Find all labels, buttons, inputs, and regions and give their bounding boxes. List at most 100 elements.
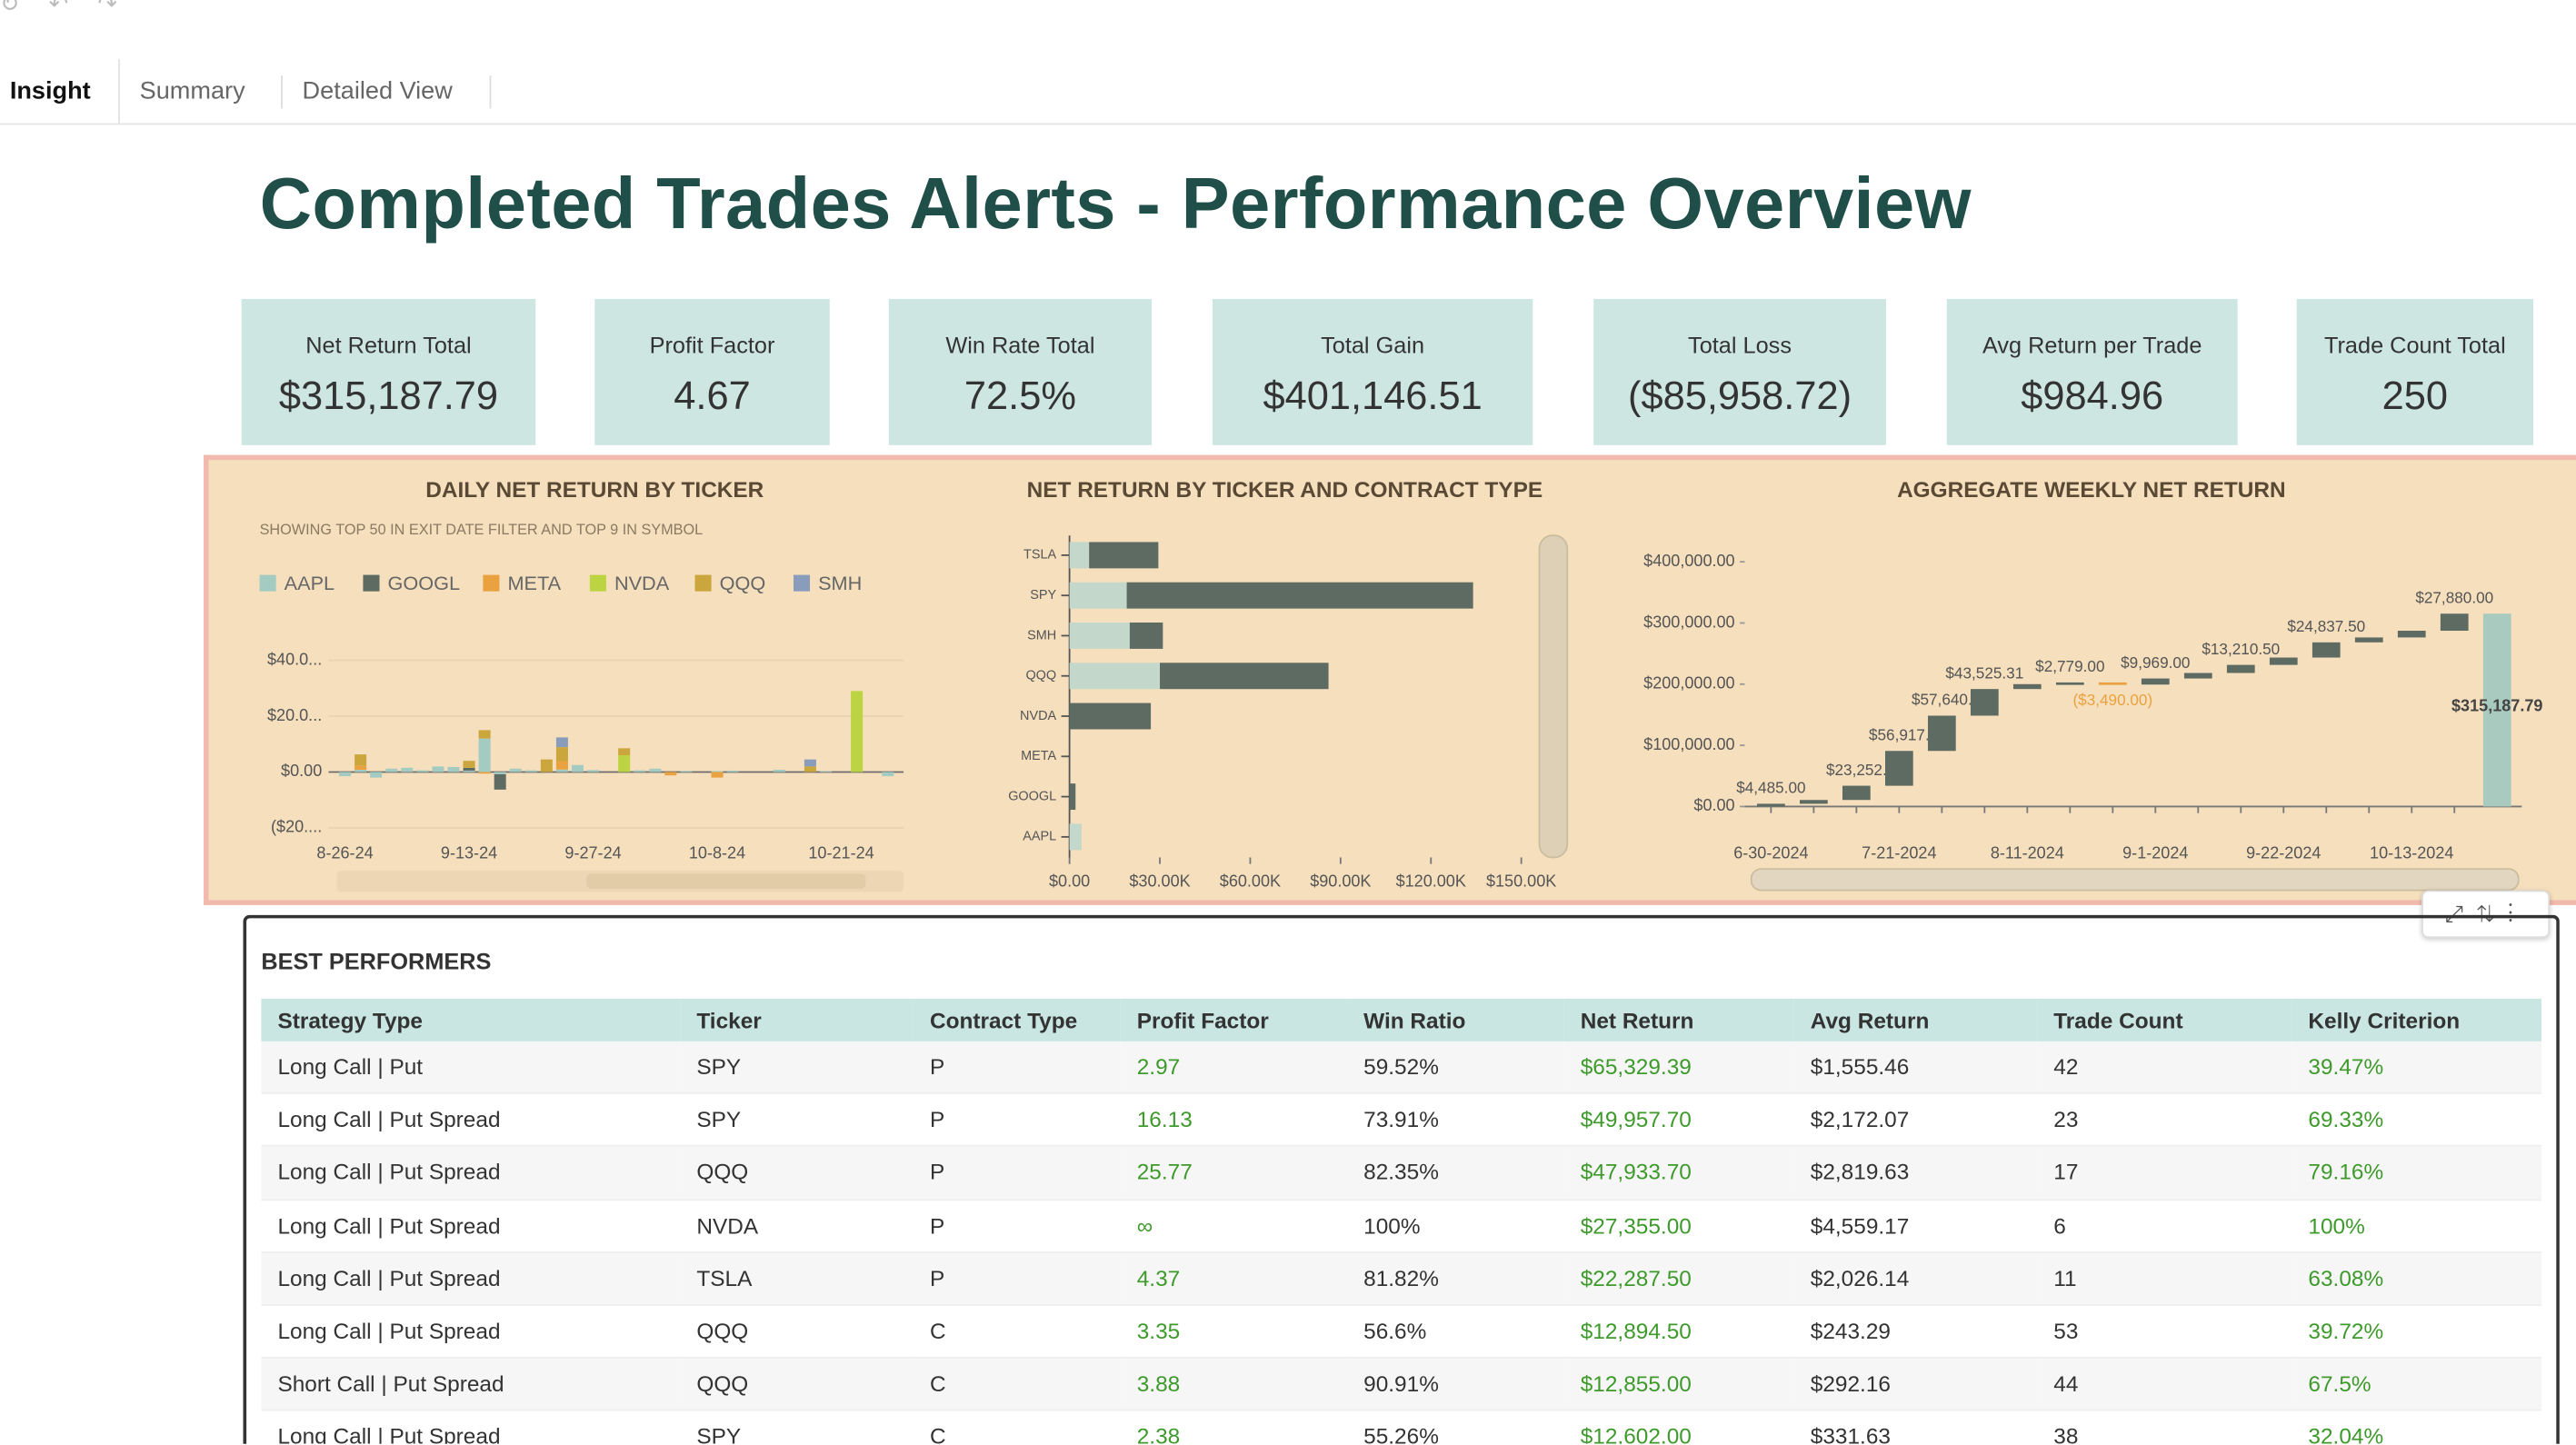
- legend-swatch: [363, 574, 380, 592]
- table-cell: 90.91%: [1347, 1358, 1564, 1412]
- data-label: $315,187.79: [2451, 697, 2542, 715]
- tab[interactable]: Summary: [139, 76, 245, 105]
- scrollbar[interactable]: [1750, 868, 2520, 892]
- table-cell: $49,957.70: [1563, 1093, 1794, 1148]
- y-tick-label: ($20....: [271, 818, 322, 836]
- table-cell: SPY: [680, 1410, 914, 1444]
- data-label: $4,485.00: [1736, 779, 1805, 797]
- x-tick-label: 10-8-24: [689, 844, 745, 862]
- table-cell: $27,355.00: [1563, 1199, 1794, 1253]
- scroll-thumb[interactable]: [586, 873, 866, 889]
- table-cell: SPY: [680, 1093, 914, 1148]
- chart-title: NET RETURN BY TICKER AND CONTRACT TYPE: [1027, 478, 1543, 503]
- x-tick-label: 10-13-2024: [2370, 844, 2453, 862]
- y-tick-label: $20.0...: [267, 706, 322, 724]
- kpi-value: $401,146.51: [1263, 374, 1483, 419]
- bar: [432, 766, 444, 772]
- table-cell: 79.16%: [2291, 1146, 2542, 1201]
- bar: [1757, 803, 1785, 807]
- bar: [618, 755, 631, 772]
- x-tick-label: 9-22-2024: [2246, 844, 2321, 862]
- column-header: Win Ratio: [1347, 998, 1564, 1041]
- table-cell: $12,894.50: [1563, 1304, 1794, 1359]
- legend-label: QQQ: [720, 572, 766, 594]
- table-cell: 42: [2037, 1041, 2292, 1095]
- kpi-card: Win Rate Total 72.5%: [888, 298, 1152, 445]
- kpi-value: 72.5%: [964, 374, 1076, 419]
- kpi-value: 4.67: [674, 374, 751, 419]
- table-cell: Long Call | Put Spread: [261, 1199, 681, 1253]
- table-cell: $4,559.17: [1793, 1199, 2038, 1253]
- legend-label: GOOGL: [388, 572, 460, 594]
- y-tick-label: $300,000.00: [1643, 613, 1734, 631]
- bar: [1069, 623, 1130, 649]
- table-cell: 16.13: [1120, 1093, 1348, 1148]
- bar: [1069, 703, 1152, 730]
- header-row: Strategy Type Ticker Contract Type Profit F…: [261, 998, 2542, 1041]
- scrollbar[interactable]: [1538, 534, 1569, 859]
- table-cell: 59.52%: [1347, 1041, 1564, 1095]
- table-cell: 17: [2037, 1146, 2292, 1201]
- kpi-card: Total Gain $401,146.51: [1212, 298, 1533, 445]
- y-tick-label: NVDA: [1020, 709, 1056, 723]
- bar: [711, 772, 724, 778]
- y-tick-label: QQQ: [1025, 669, 1056, 683]
- table-cell: P: [913, 1093, 1121, 1148]
- page-title: Completed Trades Alerts - Performance Ov…: [259, 164, 1972, 245]
- bar: [1069, 663, 1161, 690]
- bar: [1800, 800, 1828, 804]
- bar: [494, 772, 506, 774]
- bar: [1069, 783, 1076, 811]
- x-tick-label: $60.00K: [1220, 872, 1281, 890]
- bar: [2226, 664, 2255, 673]
- kpi-value: $984.96: [2021, 374, 2164, 419]
- table-cell: 44: [2037, 1358, 2292, 1412]
- column-header: Net Return: [1563, 998, 1794, 1041]
- data-label: $56,917.: [1869, 726, 1930, 744]
- tab[interactable]: Detailed View: [302, 76, 453, 105]
- table-cell: P: [913, 1199, 1121, 1253]
- kpi-card: Trade Count Total 250: [2296, 298, 2534, 445]
- table-cell: P: [913, 1146, 1121, 1201]
- table-row: Long Call | Put Spread QQQ P 25.77 82.35% $47…: [261, 1146, 2542, 1201]
- table-cell: 23: [2037, 1093, 2292, 1148]
- bar: [555, 761, 568, 770]
- bar: [555, 737, 568, 748]
- kpi-card: Total Loss ($85,958.72): [1593, 298, 1886, 445]
- kpi-card: Profit Factor 4.67: [594, 298, 830, 445]
- bar: [463, 761, 475, 768]
- y-tick-label: $0.00: [281, 762, 322, 780]
- table-cell: $12,855.00: [1563, 1358, 1794, 1412]
- table-cell: P: [913, 1041, 1121, 1095]
- bar: [1069, 542, 1090, 569]
- bar: [2397, 631, 2426, 638]
- table-tools[interactable]: ⤢⇅⋮: [2421, 890, 2551, 939]
- table-cell: 11: [2037, 1251, 2292, 1306]
- table-cell: $22,287.50: [1563, 1251, 1794, 1306]
- bar: [1126, 582, 1473, 609]
- data-label: $9,969.00: [2121, 653, 2190, 672]
- table-cell: P: [913, 1251, 1121, 1306]
- legend-label: META: [507, 572, 561, 594]
- bar: [555, 769, 568, 772]
- legend-swatch: [694, 574, 712, 592]
- bar: [1970, 689, 1999, 716]
- bar: [1129, 623, 1163, 649]
- bar: [1884, 751, 1913, 786]
- bar: [2269, 657, 2298, 665]
- data-label: $13,210.50: [2202, 640, 2280, 658]
- table-cell: Short Call | Put Spread: [261, 1358, 681, 1412]
- bar: [385, 768, 398, 772]
- tab[interactable]: Insight: [0, 59, 120, 124]
- bar: [478, 772, 491, 774]
- table-cell: 6: [2037, 1199, 2292, 1253]
- table-cell: TSLA: [680, 1251, 914, 1306]
- x-tick-label: 9-13-24: [441, 844, 497, 862]
- bar: [1842, 785, 1871, 801]
- y-tick-label: $400,000.00: [1643, 552, 1734, 570]
- table-cell: Long Call | Put Spread: [261, 1093, 681, 1148]
- tab-divider: [489, 75, 492, 109]
- bar: [2183, 673, 2212, 679]
- table-cell: $292.16: [1793, 1358, 2038, 1412]
